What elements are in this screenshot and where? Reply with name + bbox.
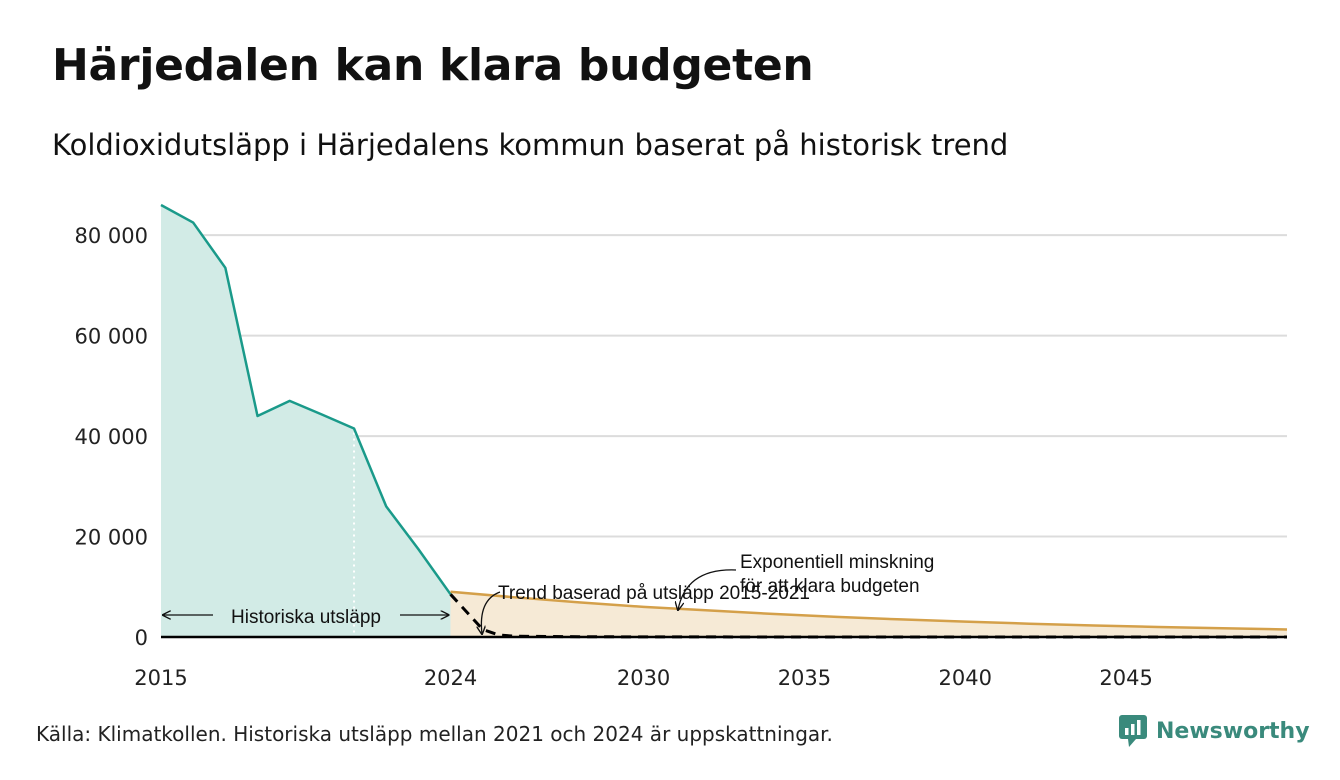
x-tick-label-2015: 2015 bbox=[134, 666, 187, 690]
annotation-exponential-line-2: för att klara budgeten bbox=[740, 576, 920, 597]
newsworthy-logo-icon bbox=[1119, 715, 1147, 747]
x-tick-label-2030: 2030 bbox=[617, 666, 670, 690]
annotations: Historiska utsläpp Trend baserad på utsl… bbox=[163, 552, 934, 634]
x-tick-label-2035: 2035 bbox=[778, 666, 831, 690]
y-tick-label-0: 0 bbox=[135, 626, 148, 650]
x-tick-label-2045: 2045 bbox=[1099, 666, 1152, 690]
annotation-trend: Trend baserad på utsläpp 2015-2021 bbox=[498, 583, 810, 604]
annotation-exponential-line-1: Exponentiell minskning bbox=[740, 552, 934, 573]
emissions-chart: 0 20 000 40 000 60 000 80 000 2015 2024 2030 203… bbox=[75, 203, 1288, 690]
brand-name: Newsworthy bbox=[1156, 718, 1310, 744]
trend-line bbox=[450, 590, 1288, 631]
area-fills bbox=[161, 205, 1287, 637]
y-tick-label-80000: 80 000 bbox=[75, 224, 148, 248]
y-tick-label-20000: 20 000 bbox=[75, 526, 148, 550]
y-tick-label-40000: 40 000 bbox=[75, 425, 148, 449]
trend-pointer-arrow bbox=[678, 569, 737, 610]
source-note: Källa: Klimatkollen. Historiska utsläpp … bbox=[36, 722, 833, 746]
exponential-pointer-arrow bbox=[481, 591, 501, 634]
annotation-historical: Historiska utsläpp bbox=[231, 607, 381, 628]
x-tick-label-2024: 2024 bbox=[424, 666, 477, 690]
x-tick-label-2040: 2040 bbox=[939, 666, 992, 690]
y-tick-label-60000: 60 000 bbox=[75, 325, 148, 349]
historical-area bbox=[161, 205, 451, 637]
chart-subtitle: Koldioxidutsläpp i Härjedalens kommun ba… bbox=[52, 128, 1009, 162]
axes: 0 20 000 40 000 60 000 80 000 2015 2024 2030 203… bbox=[75, 224, 1287, 690]
chart-title: Härjedalen kan klara budgeten bbox=[52, 40, 814, 91]
brand-logo[interactable]: Newsworthy bbox=[1118, 714, 1310, 748]
historical-line bbox=[160, 203, 452, 596]
